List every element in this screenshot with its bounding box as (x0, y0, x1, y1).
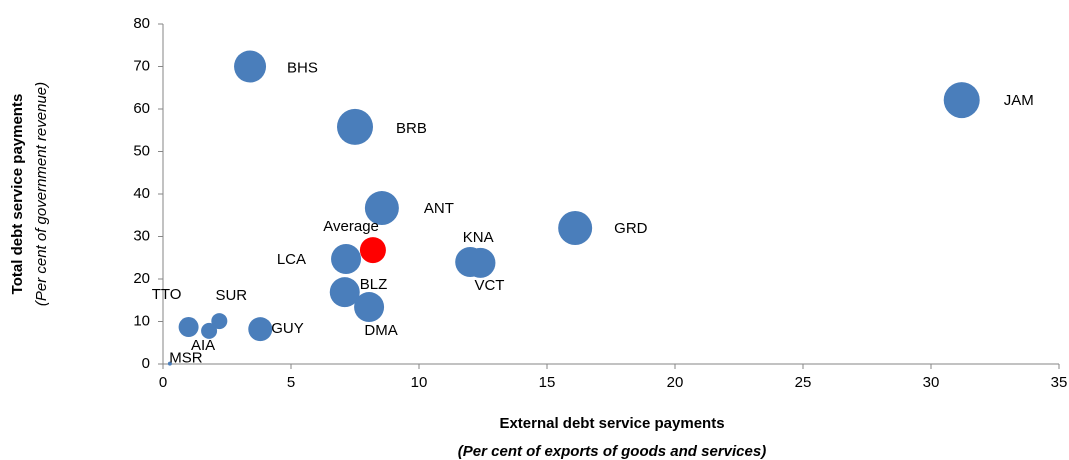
point-label: JAM (1004, 92, 1034, 109)
point-label: BHS (287, 59, 318, 76)
x-tick-label: 30 (923, 374, 940, 391)
x-tick-label: 25 (795, 374, 812, 391)
x-axis-subtitle: (Per cent of exports of goods and servic… (458, 443, 766, 460)
bubble (354, 292, 385, 323)
x-tick-label: 0 (159, 374, 167, 391)
bubble (329, 277, 360, 308)
bubble (201, 322, 218, 339)
bubble (337, 108, 373, 145)
point-label: BRB (396, 120, 427, 137)
point-label: BLZ (360, 276, 388, 293)
bubble (248, 317, 273, 342)
x-tick-label: 20 (667, 374, 684, 391)
y-tick-label: 50 (133, 142, 150, 159)
y-axis-subtitle: (Per cent of government revenue) (33, 82, 50, 306)
bubble (167, 361, 172, 366)
y-tick-label: 60 (133, 100, 150, 117)
point-label: AIA (191, 337, 215, 354)
bubble (331, 244, 362, 275)
point-label: GUY (271, 320, 304, 337)
x-tick-label: 10 (411, 374, 428, 391)
point-label: LCA (277, 251, 306, 268)
point-label: GRD (614, 220, 648, 237)
y-tick-label: 70 (133, 57, 150, 74)
bubble (465, 247, 496, 278)
y-tick-label: 20 (133, 270, 150, 287)
point-label: KNA (463, 229, 494, 246)
y-tick-label: 10 (133, 312, 150, 329)
x-tick-label: 5 (287, 374, 295, 391)
point-label: MSR (169, 350, 203, 367)
point-label: Average (323, 218, 379, 235)
bubble (364, 191, 399, 226)
bubble (359, 237, 386, 264)
bubble (234, 50, 267, 83)
y-tick-label: 40 (133, 185, 150, 202)
y-tick-label: 80 (133, 15, 150, 32)
point-label: TTO (152, 286, 182, 303)
point-label: VCT (474, 277, 504, 294)
bubble (558, 211, 593, 245)
x-tick-label: 35 (1051, 374, 1068, 391)
y-axis-title: Total debt service payments (9, 94, 26, 295)
point-label: SUR (215, 287, 247, 304)
y-tick-label: 0 (142, 355, 150, 372)
x-tick-label: 15 (539, 374, 556, 391)
y-tick-label: 30 (133, 227, 150, 244)
point-label: DMA (364, 322, 397, 339)
x-axis-title: External debt service payments (499, 415, 724, 432)
bubble (211, 313, 228, 330)
bubble (943, 82, 980, 119)
bubble (178, 317, 199, 338)
point-label: ANT (424, 200, 454, 217)
